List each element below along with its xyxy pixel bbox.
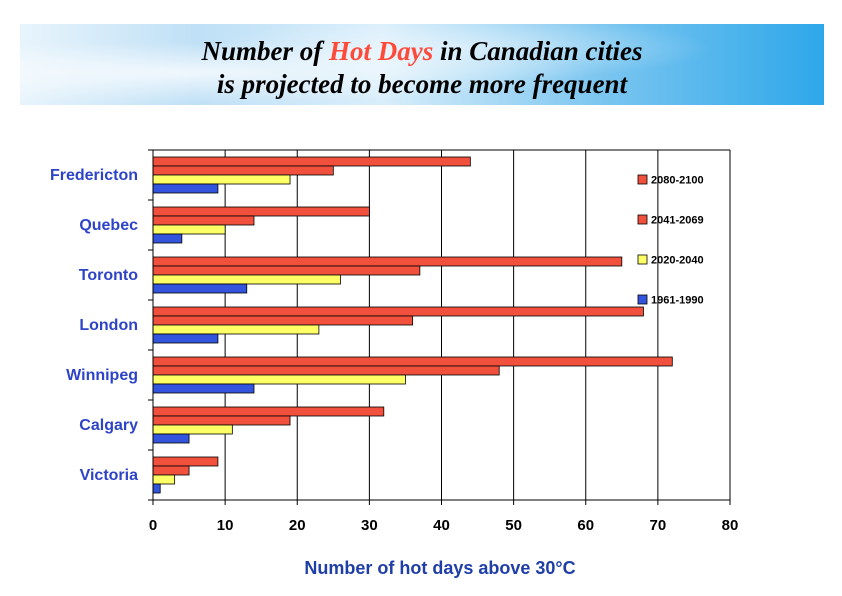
bars-group — [152, 156, 673, 494]
axes — [148, 149, 731, 505]
title-banner: Number of Hot Days in Canadian cities is… — [20, 24, 824, 105]
x-tick-label: 40 — [433, 517, 450, 534]
x-tick-label: 80 — [722, 517, 739, 534]
category-label: Victoria — [80, 467, 139, 484]
legend-swatch — [637, 174, 648, 185]
category-label: Fredericton — [50, 167, 138, 184]
bar-victoria-2020-2040 — [152, 474, 176, 485]
bar-victoria-2080-2100 — [152, 456, 219, 467]
bar-calgary-2041-2069 — [152, 415, 291, 426]
bar-victoria-1961-1990 — [152, 483, 161, 494]
x-tick-label: 0 — [149, 517, 157, 534]
bar-calgary-1961-1990 — [152, 433, 190, 444]
bar-winnipeg-2020-2040 — [152, 374, 406, 385]
legend-label: 2020-2040 — [651, 254, 704, 266]
title-highlight: Hot Days — [328, 36, 434, 66]
bar-london-1961-1990 — [152, 333, 219, 344]
bar-toronto-2041-2069 — [152, 265, 421, 276]
legend-label: 2041-2069 — [651, 214, 704, 226]
bar-winnipeg-2041-2069 — [152, 365, 500, 376]
bar-winnipeg-2080-2100 — [152, 356, 673, 367]
chart-title-line1: Number of Hot Days in Canadian cities — [201, 36, 643, 66]
bar-quebec-1961-1990 — [152, 233, 183, 244]
legend-swatch — [637, 294, 648, 305]
x-tick-label: 30 — [361, 517, 378, 534]
category-label: London — [79, 317, 138, 334]
bar-london-2041-2069 — [152, 315, 414, 326]
bar-victoria-2041-2069 — [152, 465, 190, 476]
category-label: Calgary — [79, 417, 138, 434]
x-tick-labels: 0 10 20 30 40 50 60 70 80 — [149, 517, 739, 534]
bar-quebec-2041-2069 — [152, 215, 255, 226]
bar-toronto-1961-1990 — [152, 283, 248, 294]
legend-label: 2080-2100 — [651, 174, 704, 186]
bar-calgary-2080-2100 — [152, 406, 385, 417]
bar-london-2080-2100 — [152, 306, 644, 317]
bar-fredericton-1961-1990 — [152, 183, 219, 194]
category-label: Winnipeg — [66, 367, 138, 384]
bar-winnipeg-1961-1990 — [152, 383, 255, 394]
legend-label: 1961-1990 — [651, 294, 704, 306]
x-tick-label: 20 — [289, 517, 306, 534]
x-tick-label: 10 — [217, 517, 234, 534]
category-label: Toronto — [79, 267, 138, 284]
bar-fredericton-2020-2040 — [152, 174, 291, 185]
bar-toronto-2080-2100 — [152, 256, 623, 267]
bar-quebec-2020-2040 — [152, 224, 226, 235]
bar-london-2020-2040 — [152, 324, 320, 335]
bar-fredericton-2080-2100 — [152, 156, 471, 167]
bar-toronto-2020-2040 — [152, 274, 341, 285]
bar-calgary-2020-2040 — [152, 424, 233, 435]
x-tick-label: 50 — [505, 517, 522, 534]
x-tick-label: 60 — [577, 517, 594, 534]
legend: 2080-2100 2041-2069 2020-2040 1961-1990 — [637, 174, 704, 306]
x-axis-label: Number of hot days above 30°C — [304, 558, 576, 578]
legend-swatch — [637, 214, 648, 225]
chart-title-line2: is projected to become more frequent — [216, 69, 628, 99]
x-tick-label: 70 — [650, 517, 667, 534]
bar-quebec-2080-2100 — [152, 206, 370, 217]
legend-swatch — [637, 254, 648, 265]
category-labels: Fredericton Quebec Toronto London Winnipeg Ca… — [50, 167, 138, 484]
category-label: Quebec — [79, 217, 138, 234]
bar-fredericton-2041-2069 — [152, 165, 334, 176]
